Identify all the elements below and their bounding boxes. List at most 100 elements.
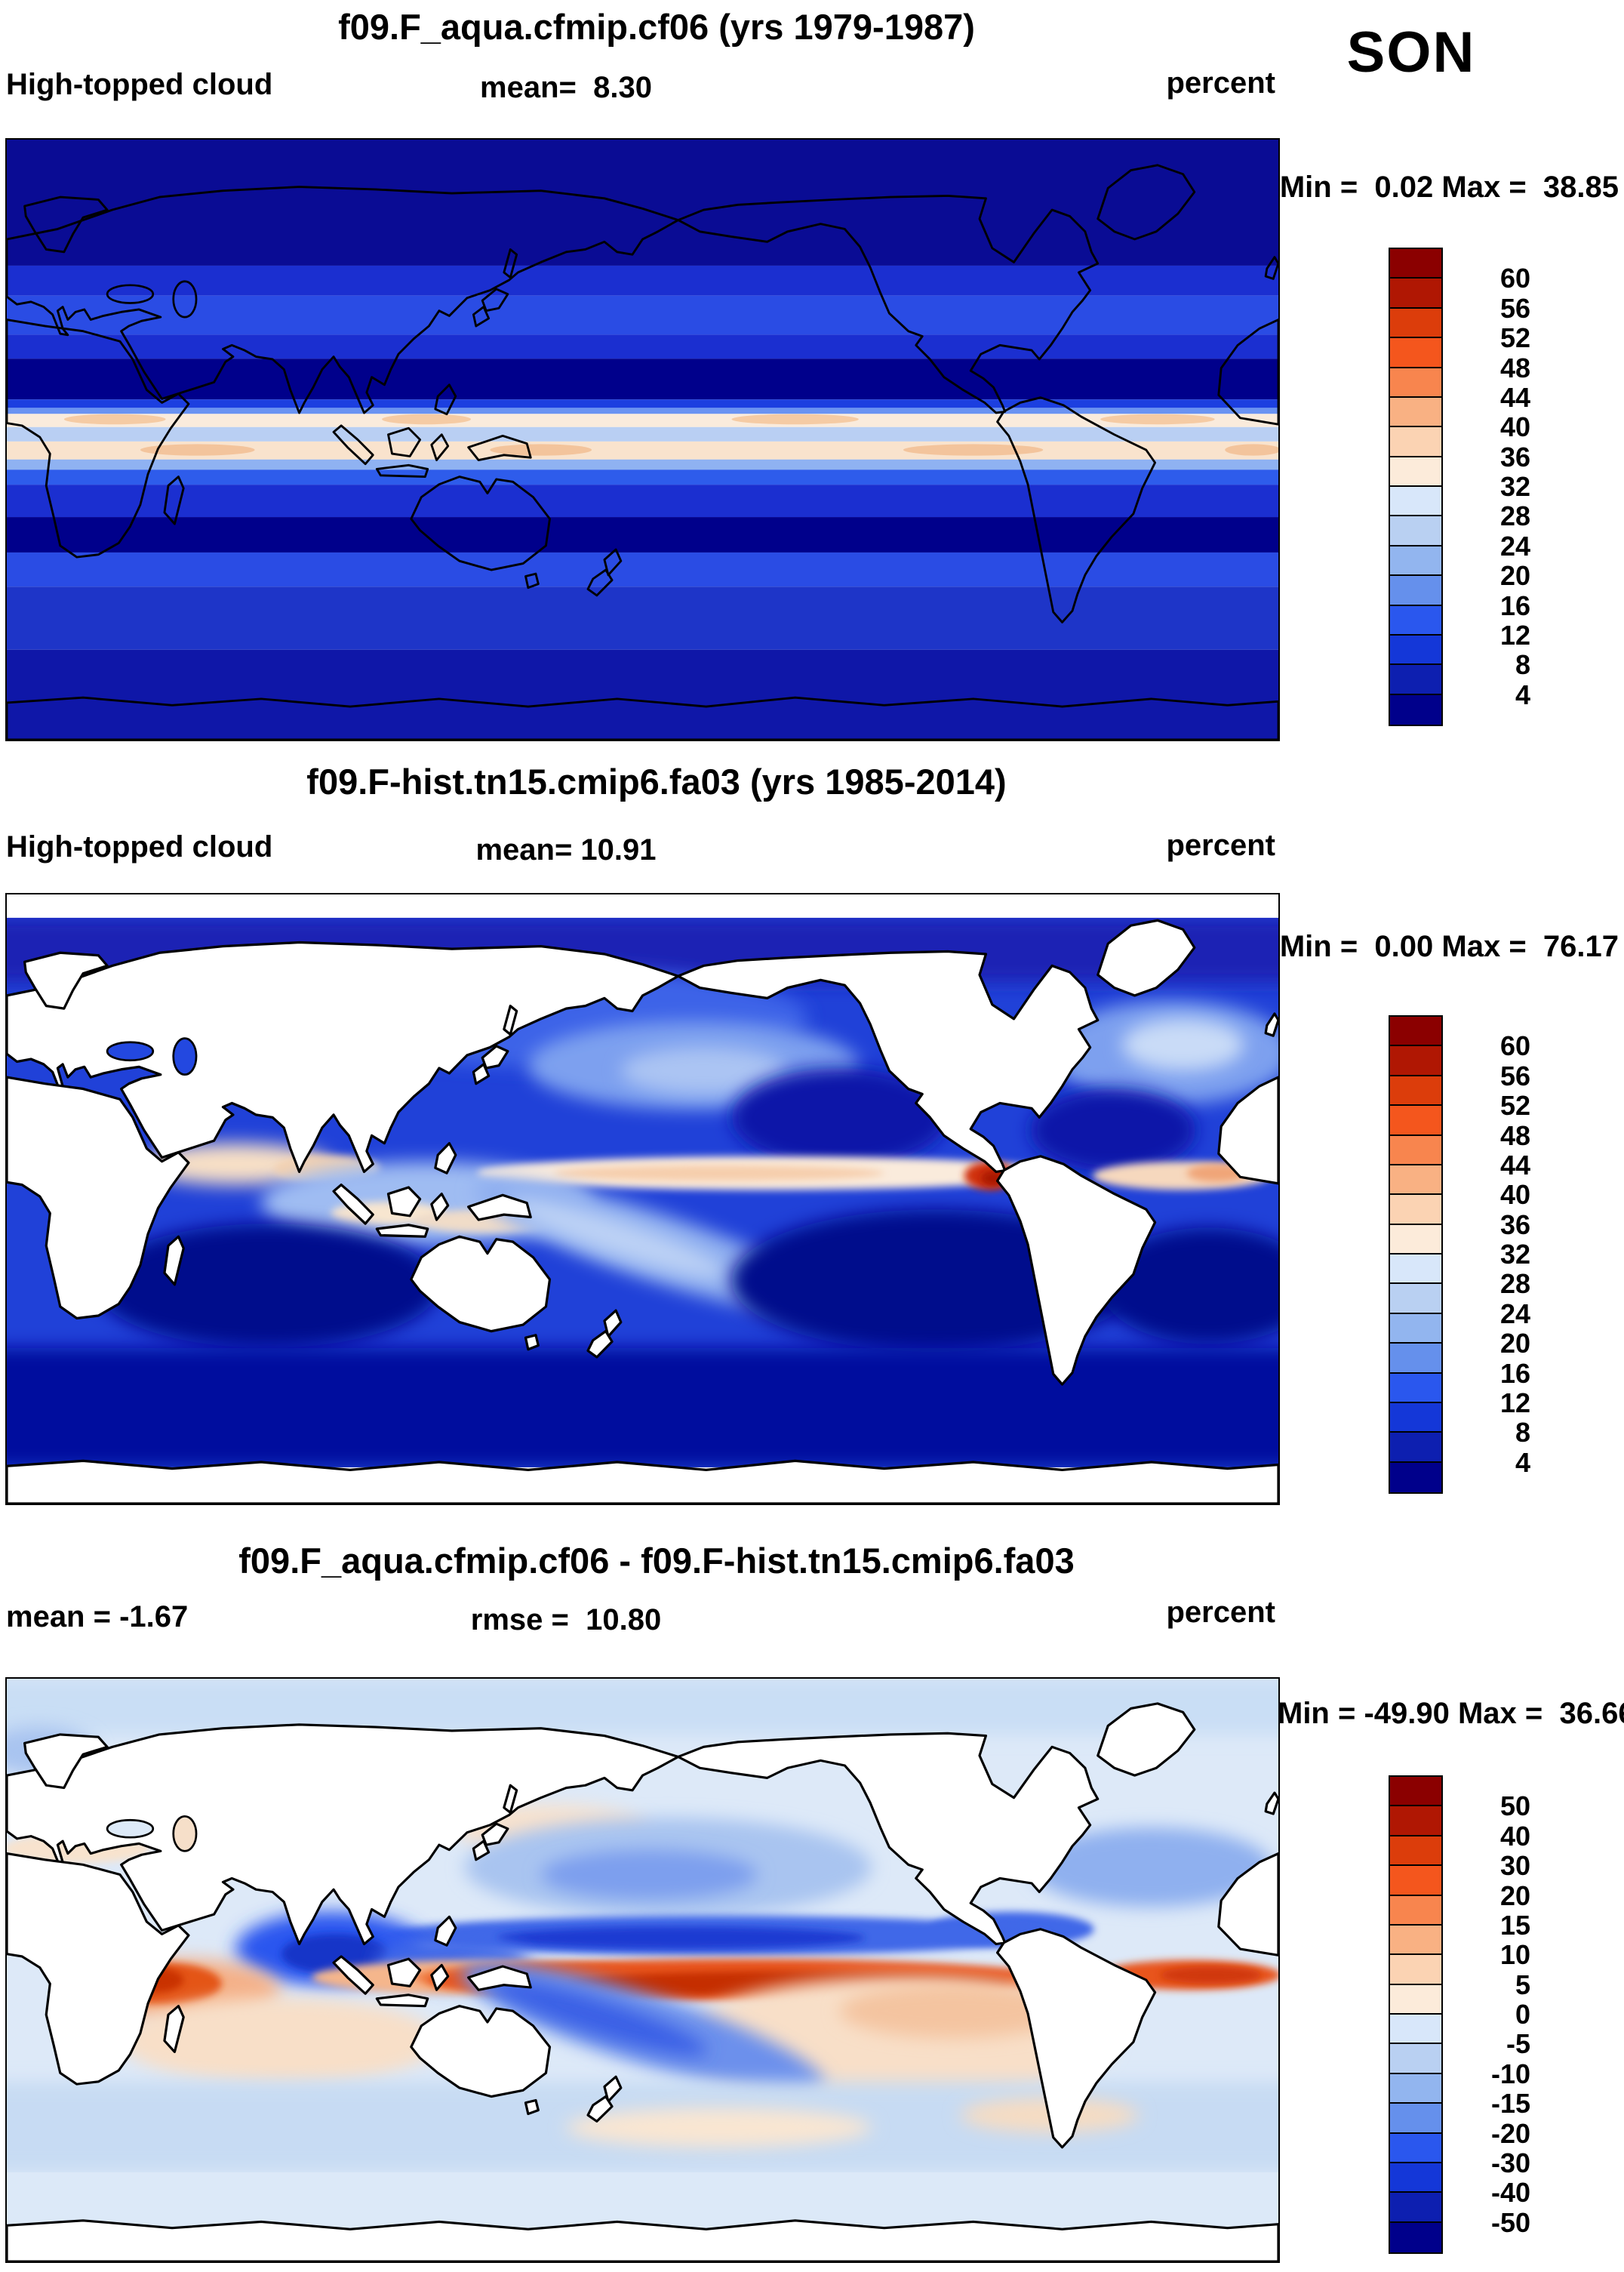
colorbar-tick-label: 48 — [1499, 352, 1530, 383]
colorbar-cell — [1390, 397, 1441, 428]
colorbar-cell — [1390, 1344, 1441, 1374]
colorbar-cell — [1390, 694, 1441, 725]
colorbar-tick-label: 8 — [1515, 1417, 1530, 1448]
colorbar-tick-label: 40 — [1499, 411, 1530, 443]
mean-stat: mean = -1.67 — [6, 1600, 189, 1633]
colorbar-cell — [1390, 665, 1441, 695]
colorbar-cell — [1390, 1284, 1441, 1314]
map-canvas — [7, 894, 1278, 1504]
colorbar-tick-label: 28 — [1499, 500, 1530, 532]
colorbar-cell — [1390, 1076, 1441, 1107]
colorbar-cell — [1390, 249, 1441, 279]
panel-title: f09.F_aqua.cfmip.cf06 (yrs 1979-1987) — [338, 7, 975, 47]
colorbar-tick-label: 20 — [1499, 560, 1530, 592]
colorbar-cell — [1390, 1106, 1441, 1136]
minmax-stat: Min = 0.00 Max = 76.17 — [1279, 930, 1619, 963]
colorbar-cell — [1390, 338, 1441, 368]
colorbar-tick-label: 5 — [1515, 1969, 1530, 2000]
world-map-historical — [5, 893, 1280, 1505]
rmse-stat: rmse = 10.80 — [470, 1603, 662, 1636]
colorbar-cell — [1390, 546, 1441, 577]
map-canvas — [7, 1679, 1278, 2261]
colorbar-tick-label: 4 — [1515, 1446, 1530, 1478]
colorbar-cell — [1390, 1806, 1441, 1836]
world-map-aquaplanet — [5, 138, 1280, 741]
colorbar-tick-label: 15 — [1499, 1909, 1530, 1941]
colorbar-cell — [1390, 1836, 1441, 1867]
colorbar-tick-label: 52 — [1499, 322, 1530, 354]
colorbar-cell — [1390, 2193, 1441, 2223]
colorbar — [1389, 248, 1443, 726]
colorbar-cell — [1390, 576, 1441, 606]
minmax-stat: Min = -49.90 Max = 36.66 — [1278, 1697, 1624, 1730]
colorbar-cell — [1390, 1224, 1441, 1255]
colorbar-tick-label: 32 — [1499, 471, 1530, 502]
colorbar-tick-label: -40 — [1490, 2177, 1530, 2209]
colorbar-tick-label: 32 — [1499, 1239, 1530, 1270]
colorbar-tick-label: 24 — [1499, 530, 1530, 562]
colorbar-cell — [1390, 1046, 1441, 1076]
colorbar-cell — [1390, 1955, 1441, 1985]
colorbar-cell — [1390, 1462, 1441, 1492]
colorbar-cell — [1390, 2133, 1441, 2163]
colorbar-cell — [1390, 1866, 1441, 1896]
colorbar-cell — [1390, 1777, 1441, 1807]
colorbar-cell — [1390, 1195, 1441, 1225]
colorbar-cell — [1390, 1433, 1441, 1463]
colorbar-cell — [1390, 2104, 1441, 2134]
colorbar-tick-label: -20 — [1490, 2117, 1530, 2149]
panel-title: f09.F-hist.tn15.cmip6.fa03 (yrs 1985-201… — [306, 762, 1007, 802]
colorbar-cell — [1390, 2044, 1441, 2074]
colorbar-tick-label: -10 — [1490, 2058, 1530, 2089]
unit-label: percent — [1166, 829, 1276, 862]
colorbar-tick-label: 44 — [1499, 1149, 1530, 1181]
colorbar-tick-label: 28 — [1499, 1268, 1530, 1300]
variable-label: High-topped cloud — [6, 830, 273, 864]
colorbar-tick-label: 60 — [1499, 263, 1530, 294]
unit-label: percent — [1166, 66, 1276, 100]
colorbar-cell — [1390, 1925, 1441, 1956]
colorbar-tick-label: -50 — [1490, 2206, 1530, 2238]
colorbar-cell — [1390, 427, 1441, 457]
world-map-difference — [5, 1677, 1280, 2263]
colorbar-cell — [1390, 516, 1441, 546]
unit-label: percent — [1166, 1596, 1276, 1629]
colorbar-cell — [1390, 635, 1441, 666]
colorbar-tick-label: 8 — [1515, 649, 1530, 681]
colorbar-tick-label: 12 — [1499, 619, 1530, 651]
colorbar-tick-label: 44 — [1499, 381, 1530, 413]
colorbar-tick-label: 52 — [1499, 1090, 1530, 1122]
colorbar-cell — [1390, 2015, 1441, 2045]
colorbar-tick-label: 30 — [1499, 1850, 1530, 1882]
colorbar-tick-label: 24 — [1499, 1298, 1530, 1329]
panel-title: f09.F_aqua.cfmip.cf06 - f09.F-hist.tn15.… — [238, 1541, 1075, 1581]
colorbar-cell — [1390, 279, 1441, 309]
colorbar-cell — [1390, 368, 1441, 398]
colorbar-tick-label: -30 — [1490, 2147, 1530, 2178]
colorbar-tick-label: 50 — [1499, 1790, 1530, 1822]
colorbar — [1389, 1775, 1443, 2254]
map-canvas — [7, 140, 1278, 740]
colorbar-cell — [1390, 605, 1441, 636]
minmax-stat: Min = 0.02 Max = 38.85 — [1279, 171, 1619, 204]
colorbar-tick-label: 56 — [1499, 1060, 1530, 1091]
colorbar-tick-label: 36 — [1499, 1208, 1530, 1240]
colorbar-cell — [1390, 1255, 1441, 1285]
colorbar-tick-label: 16 — [1499, 590, 1530, 621]
colorbar-cell — [1390, 1373, 1441, 1403]
colorbar-cell — [1390, 2163, 1441, 2193]
colorbar-tick-label: 20 — [1499, 1328, 1530, 1359]
colorbar-cell — [1390, 2073, 1441, 2104]
mean-stat: mean= 8.30 — [480, 71, 652, 104]
colorbar-cell — [1390, 1313, 1441, 1344]
colorbar-cell — [1390, 1895, 1441, 1926]
colorbar-tick-label: 20 — [1499, 1879, 1530, 1911]
colorbar-tick-label: 10 — [1499, 1939, 1530, 1971]
colorbar-cell — [1390, 1402, 1441, 1433]
colorbar-tick-label: 40 — [1499, 1179, 1530, 1211]
colorbar-tick-label: 60 — [1499, 1030, 1530, 1062]
colorbar-cell — [1390, 487, 1441, 517]
mean-stat: mean= 10.91 — [475, 833, 657, 867]
colorbar-cell — [1390, 457, 1441, 487]
